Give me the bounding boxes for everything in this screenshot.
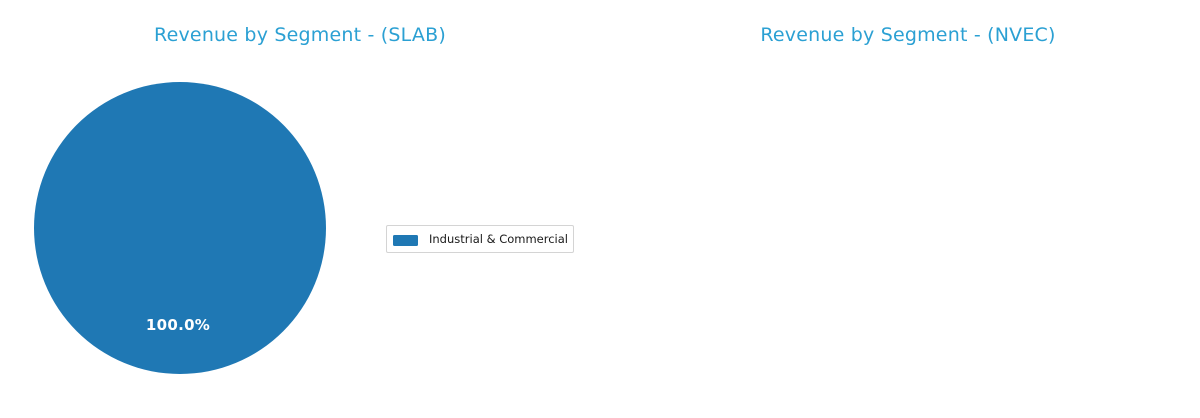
- chart-title-nvec: Revenue by Segment - (NVEC): [760, 24, 1056, 46]
- pie-chart-slab: [32, 82, 328, 378]
- legend-item-industrial-commercial[interactable]: Industrial & Commercial: [393, 231, 568, 247]
- legend-slab: Industrial & Commercial: [386, 225, 574, 254]
- chart-panel-slab: Revenue by Segment - (SLAB) 100.0% Indus…: [32, 24, 574, 378]
- pie-slice-industrial-commercial[interactable]: [34, 82, 326, 374]
- pie-percent-label-industrial-commercial: 100.0%: [145, 316, 211, 334]
- legend-label-industrial-commercial: Industrial & Commercial: [429, 232, 568, 246]
- legend-swatch-icon: [393, 235, 418, 246]
- chart-title-slab: Revenue by Segment - (SLAB): [154, 24, 446, 46]
- chart-panel-nvec: Revenue by Segment - (NVEC) 95.9% Produc…: [600, 0, 1200, 418]
